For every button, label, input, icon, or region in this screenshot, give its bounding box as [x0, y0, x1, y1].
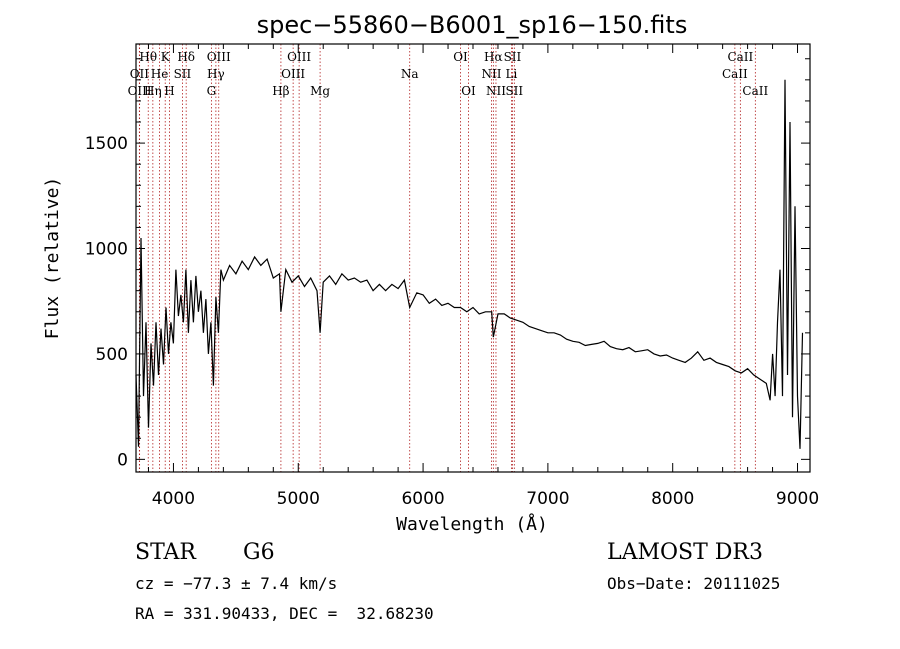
- y-tick-label: 1500: [85, 134, 128, 154]
- line-label-3: He: [151, 67, 169, 81]
- x-tick-label: 4000: [152, 489, 195, 509]
- y-axis: 0 500 1000 1500: [85, 58, 810, 470]
- line-label-21: NII: [486, 84, 506, 98]
- line-label-22: SII: [504, 50, 522, 64]
- object-class: STAR: [135, 540, 196, 565]
- coordinates: RA = 331.90433, DEC = 32.68230: [135, 604, 434, 623]
- line-label-12: Hβ: [272, 84, 289, 98]
- line-label-16: Na: [401, 67, 419, 81]
- survey-name: LAMOST DR3: [607, 540, 763, 565]
- x-tick-label: 8000: [651, 489, 694, 509]
- line-label-1: OII: [130, 67, 150, 81]
- line-label-20: NII: [481, 67, 501, 81]
- line-label-7: SII: [174, 67, 192, 81]
- spectrum-line: [135, 79, 804, 449]
- x-tick-label: 9000: [776, 489, 819, 509]
- line-label-15: Mg: [310, 84, 330, 98]
- line-label-14: OIII: [281, 67, 305, 81]
- y-tick-label: 1000: [85, 240, 128, 260]
- line-label-2: OIII: [128, 84, 152, 98]
- observation-date: Obs−Date: 20111025: [607, 574, 781, 593]
- line-label-5: K: [161, 50, 171, 64]
- line-label-6: H: [164, 84, 174, 98]
- line-label-11: G: [207, 84, 217, 98]
- object-subclass: G6: [243, 540, 275, 565]
- plot-frame: [135, 43, 811, 473]
- line-label-26: CaII: [722, 67, 748, 81]
- y-tick-label: 0: [117, 450, 128, 470]
- x-axis-label: Wavelength (Å): [396, 513, 548, 535]
- line-label-17: OI: [453, 50, 468, 64]
- line-label-18: OI: [461, 84, 476, 98]
- line-label-4: Hη: [144, 84, 162, 98]
- redshift-cz: cz = −77.3 ± 7.4 km/s: [135, 574, 338, 593]
- line-label-23: Li: [506, 67, 518, 81]
- x-tick-label: 7000: [526, 489, 569, 509]
- line-label-9: OIII: [207, 50, 231, 64]
- x-axis: 4000 5000 6000 7000 8000 9000: [147, 44, 819, 509]
- line-label-8: Hδ: [177, 50, 195, 64]
- line-label-27: CaII: [742, 84, 768, 98]
- line-label-19: Hα: [484, 50, 503, 64]
- line-label-10: Hγ: [207, 67, 225, 81]
- y-axis-label: Flux (relative): [42, 177, 63, 340]
- line-label-0: Hθ: [139, 50, 157, 64]
- x-tick-label: 5000: [277, 489, 320, 509]
- x-tick-label: 6000: [401, 489, 444, 509]
- line-label-25: CaII: [727, 50, 753, 64]
- line-label-13: OIII: [287, 50, 311, 64]
- spectral-line-markers: [138, 44, 756, 472]
- chart-title: spec−55860−B6001_sp16−150.fits: [257, 11, 688, 39]
- line-label-24: SII: [505, 84, 523, 98]
- y-tick-label: 500: [96, 345, 128, 365]
